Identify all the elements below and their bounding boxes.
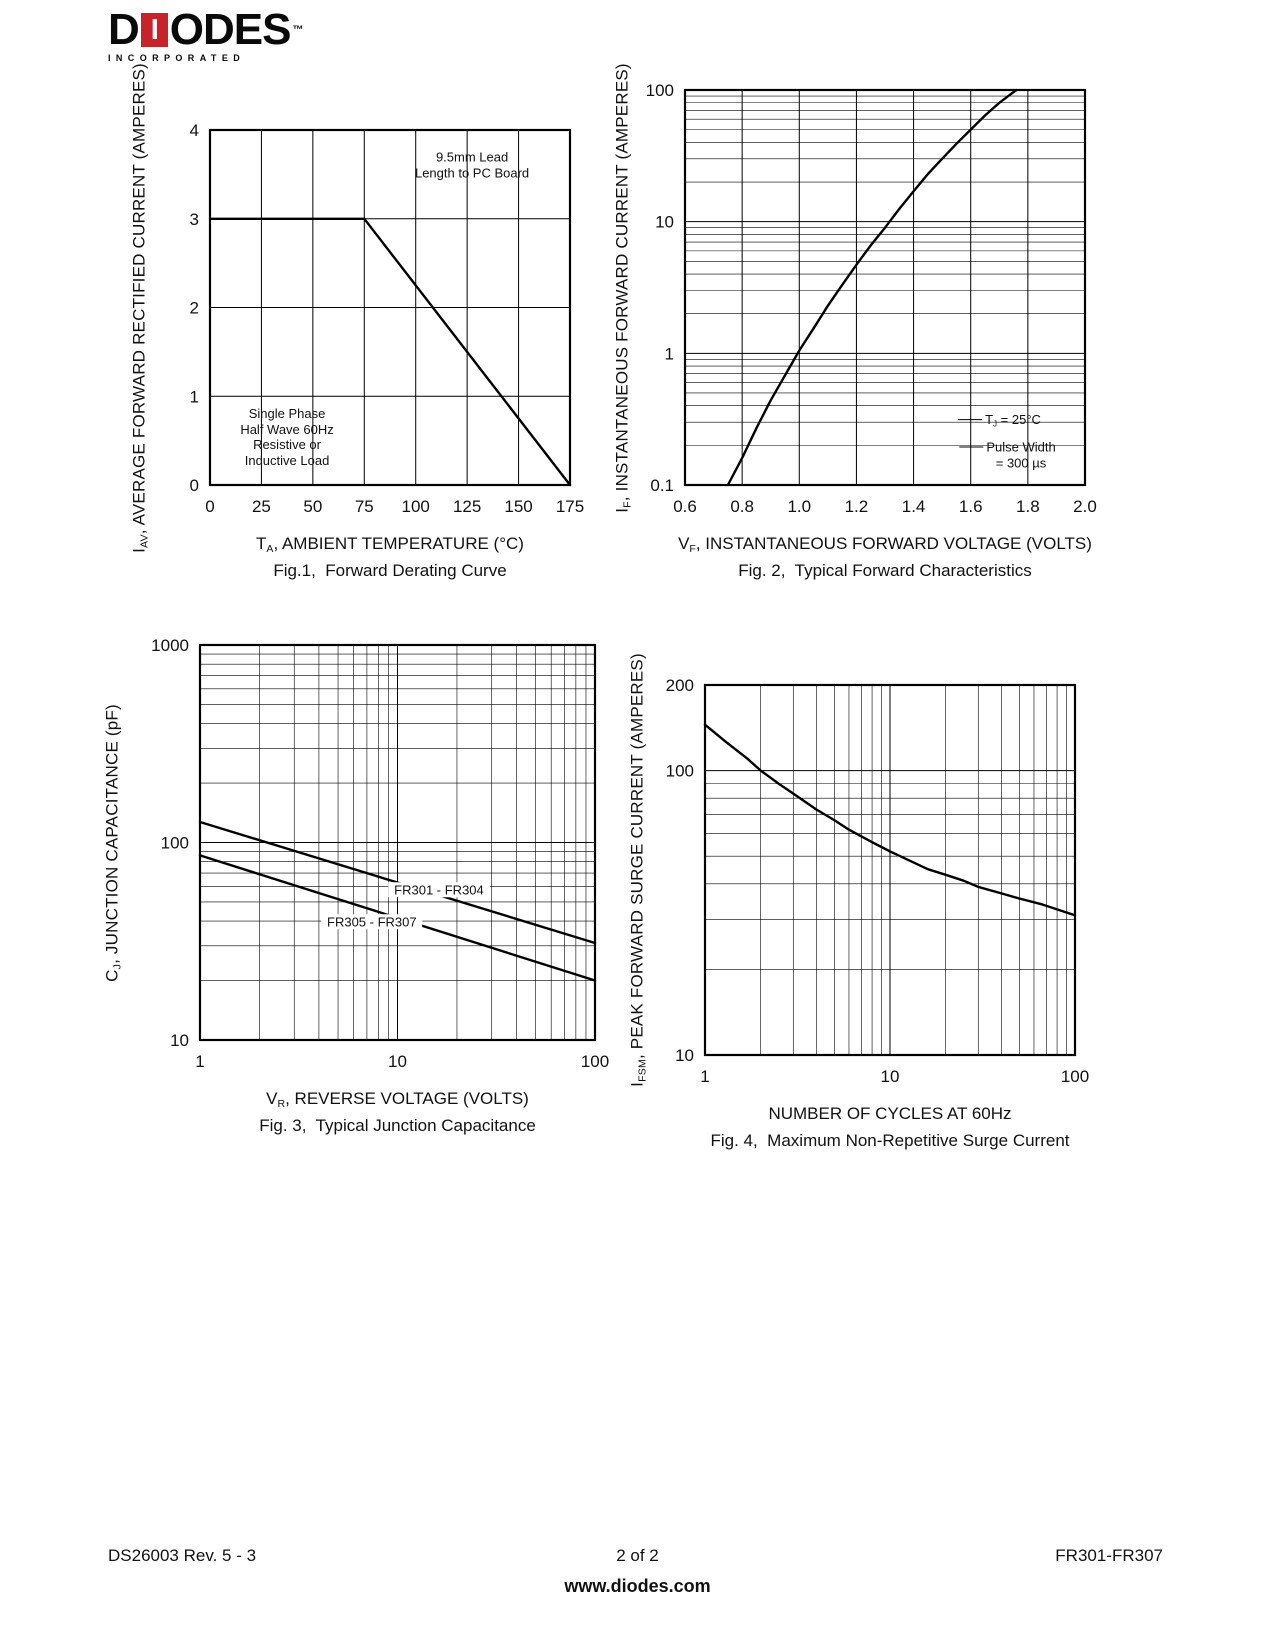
svg-text:0.6: 0.6 bbox=[673, 497, 697, 516]
chart-annotation: Pulse Width = 300 µs bbox=[959, 439, 1056, 471]
series-typical-forward-characteristic bbox=[726, 88, 1018, 487]
fig4-y-axis-label: IFSM, PEAK FORWARD SURGE CURRENT (AMPERE… bbox=[627, 653, 649, 1087]
grid-lines bbox=[705, 685, 1075, 1055]
figure-junction-capacitance: CJ, JUNCTION CAPACITANCE (pF) 1 10 100 10 10… bbox=[103, 636, 610, 1135]
tick-labels: 1 10 100 10 100 1000 bbox=[151, 636, 609, 1071]
series-forward-derating-curve bbox=[208, 217, 572, 487]
svg-text:25: 25 bbox=[252, 497, 271, 516]
svg-text:100: 100 bbox=[402, 497, 430, 516]
fig2-y-axis-label: IF, INSTANTANEOUS FORWARD CURRENT (AMPER… bbox=[612, 62, 634, 513]
chart-annotation: TJ = 25°C bbox=[958, 412, 1041, 432]
logo-letter-d: D bbox=[108, 5, 140, 54]
logo-letters-odes: ODES bbox=[169, 5, 292, 54]
logo-incorporated-text: INCORPORATED bbox=[108, 53, 246, 63]
figure-surge-current: IFSM, PEAK FORWARD SURGE CURRENT (AMPERE… bbox=[628, 653, 1090, 1150]
svg-text:1.8: 1.8 bbox=[1016, 497, 1040, 516]
fig1-x-axis-label: TA, AMBIENT TEMPERATURE (°C) bbox=[256, 534, 524, 555]
svg-text:0.1: 0.1 bbox=[650, 476, 674, 495]
fig1-plot: 0 25 50 75 100 125 150 175 0 1 2 3 4 bbox=[190, 121, 585, 516]
fig3-caption: Fig. 3, Typical Junction Capacitance bbox=[259, 1116, 536, 1135]
svg-text:125: 125 bbox=[453, 497, 481, 516]
svg-text:100: 100 bbox=[581, 1052, 609, 1071]
svg-text:10: 10 bbox=[388, 1052, 407, 1071]
svg-text:150: 150 bbox=[504, 497, 532, 516]
svg-text:200: 200 bbox=[666, 676, 694, 695]
footer-doc-number: DS26003 Rev. 5 - 3 bbox=[108, 1546, 257, 1565]
plot-border bbox=[198, 643, 597, 1042]
svg-text:175: 175 bbox=[556, 497, 584, 516]
footer-page-number: 2 of 2 bbox=[616, 1546, 659, 1565]
footer-website: www.diodes.com bbox=[564, 1576, 711, 1596]
grid-lines bbox=[200, 645, 595, 1040]
svg-text:50: 50 bbox=[303, 497, 322, 516]
svg-text:0: 0 bbox=[190, 476, 199, 495]
svg-text:10: 10 bbox=[170, 1031, 189, 1050]
svg-text:1.0: 1.0 bbox=[787, 497, 811, 516]
logo-red-square-icon: I bbox=[140, 13, 168, 47]
plot-border bbox=[208, 128, 572, 487]
tick-labels: 0.6 0.8 1.0 1.2 1.4 1.6 1.8 2.0 0.1 1 10 100 bbox=[646, 81, 1097, 516]
svg-text:1: 1 bbox=[700, 1067, 709, 1086]
svg-text:1.6: 1.6 bbox=[959, 497, 983, 516]
fig2-x-axis-label: VF, INSTANTANEOUS FORWARD VOLTAGE (VOLTS… bbox=[678, 534, 1092, 555]
chart-annotation: 9.5mm Lead Length to PC Board bbox=[414, 149, 530, 181]
svg-text:4: 4 bbox=[190, 121, 199, 140]
svg-text:1.2: 1.2 bbox=[845, 497, 869, 516]
footer-part-number: FR301-FR307 bbox=[1055, 1546, 1163, 1565]
grid-lines bbox=[210, 130, 570, 485]
fig3-y-axis-label: CJ, JUNCTION CAPACITANCE (pF) bbox=[102, 703, 124, 982]
tick-labels: 0 25 50 75 100 125 150 175 0 1 2 3 4 bbox=[190, 121, 585, 516]
fig2-plot: 0.6 0.8 1.0 1.2 1.4 1.6 1.8 2.0 0.1 1 10 100 bbox=[646, 81, 1097, 516]
fig3-plot: 1 10 100 10 100 1000 bbox=[151, 636, 609, 1071]
svg-text:1000: 1000 bbox=[151, 636, 189, 655]
svg-text:1: 1 bbox=[665, 344, 674, 363]
svg-text:1: 1 bbox=[190, 387, 199, 406]
svg-text:10: 10 bbox=[655, 213, 674, 232]
svg-text:75: 75 bbox=[355, 497, 374, 516]
trademark-symbol: ™ bbox=[292, 24, 304, 36]
tick-labels: 1 10 100 10 100 200 bbox=[666, 676, 1090, 1086]
figure-forward-characteristics: IF, INSTANTANEOUS FORWARD CURRENT (AMPER… bbox=[613, 63, 1097, 580]
svg-text:100: 100 bbox=[161, 834, 189, 853]
svg-text:2: 2 bbox=[190, 299, 199, 318]
svg-text:3: 3 bbox=[190, 210, 199, 229]
fig1-y-axis-label: IAV, AVERAGE FORWARD RECTIFIED CURRENT (… bbox=[129, 62, 151, 553]
svg-text:0.8: 0.8 bbox=[730, 497, 754, 516]
diodes-logo: D I ODES ™ INCORPORATED bbox=[108, 5, 304, 64]
plot-border bbox=[683, 88, 1087, 487]
svg-text:100: 100 bbox=[666, 762, 694, 781]
series-group bbox=[726, 88, 1018, 487]
plot-border bbox=[703, 683, 1077, 1057]
series-group bbox=[208, 217, 572, 487]
fig4-plot: 1 10 100 10 100 200 bbox=[666, 676, 1090, 1086]
svg-text:1.4: 1.4 bbox=[902, 497, 926, 516]
series-group bbox=[703, 723, 1077, 917]
chart-annotation: FR305 - FR307 bbox=[321, 913, 423, 930]
fig1-caption: Fig.1, Forward Derating Curve bbox=[273, 561, 507, 580]
diodes-logo-wordmark: D I ODES ™ bbox=[108, 5, 304, 54]
svg-text:100: 100 bbox=[646, 81, 674, 100]
svg-text:0: 0 bbox=[205, 497, 214, 516]
svg-text:10: 10 bbox=[675, 1046, 694, 1065]
fig2-caption: Fig. 2, Typical Forward Characteristics bbox=[738, 561, 1032, 580]
figure-forward-derating: IAV, AVERAGE FORWARD RECTIFIED CURRENT (… bbox=[130, 63, 585, 580]
chart-annotation: Single Phase Half Wave 60Hz Resistive or In… bbox=[240, 406, 334, 468]
svg-text:10: 10 bbox=[881, 1067, 900, 1086]
svg-text:100: 100 bbox=[1061, 1067, 1089, 1086]
svg-text:2.0: 2.0 bbox=[1073, 497, 1097, 516]
fig3-x-axis-label: VR, REVERSE VOLTAGE (VOLTS) bbox=[266, 1089, 529, 1110]
series-surge-current-curve bbox=[703, 723, 1077, 917]
chart-annotation: FR301 - FR304 bbox=[388, 882, 490, 898]
svg-text:1: 1 bbox=[195, 1052, 204, 1071]
fig4-x-axis-label: NUMBER OF CYCLES AT 60Hz bbox=[768, 1104, 1012, 1123]
fig4-caption: Fig. 4, Maximum Non-Repetitive Surge Cur… bbox=[710, 1131, 1070, 1150]
grid-lines bbox=[685, 90, 1085, 485]
